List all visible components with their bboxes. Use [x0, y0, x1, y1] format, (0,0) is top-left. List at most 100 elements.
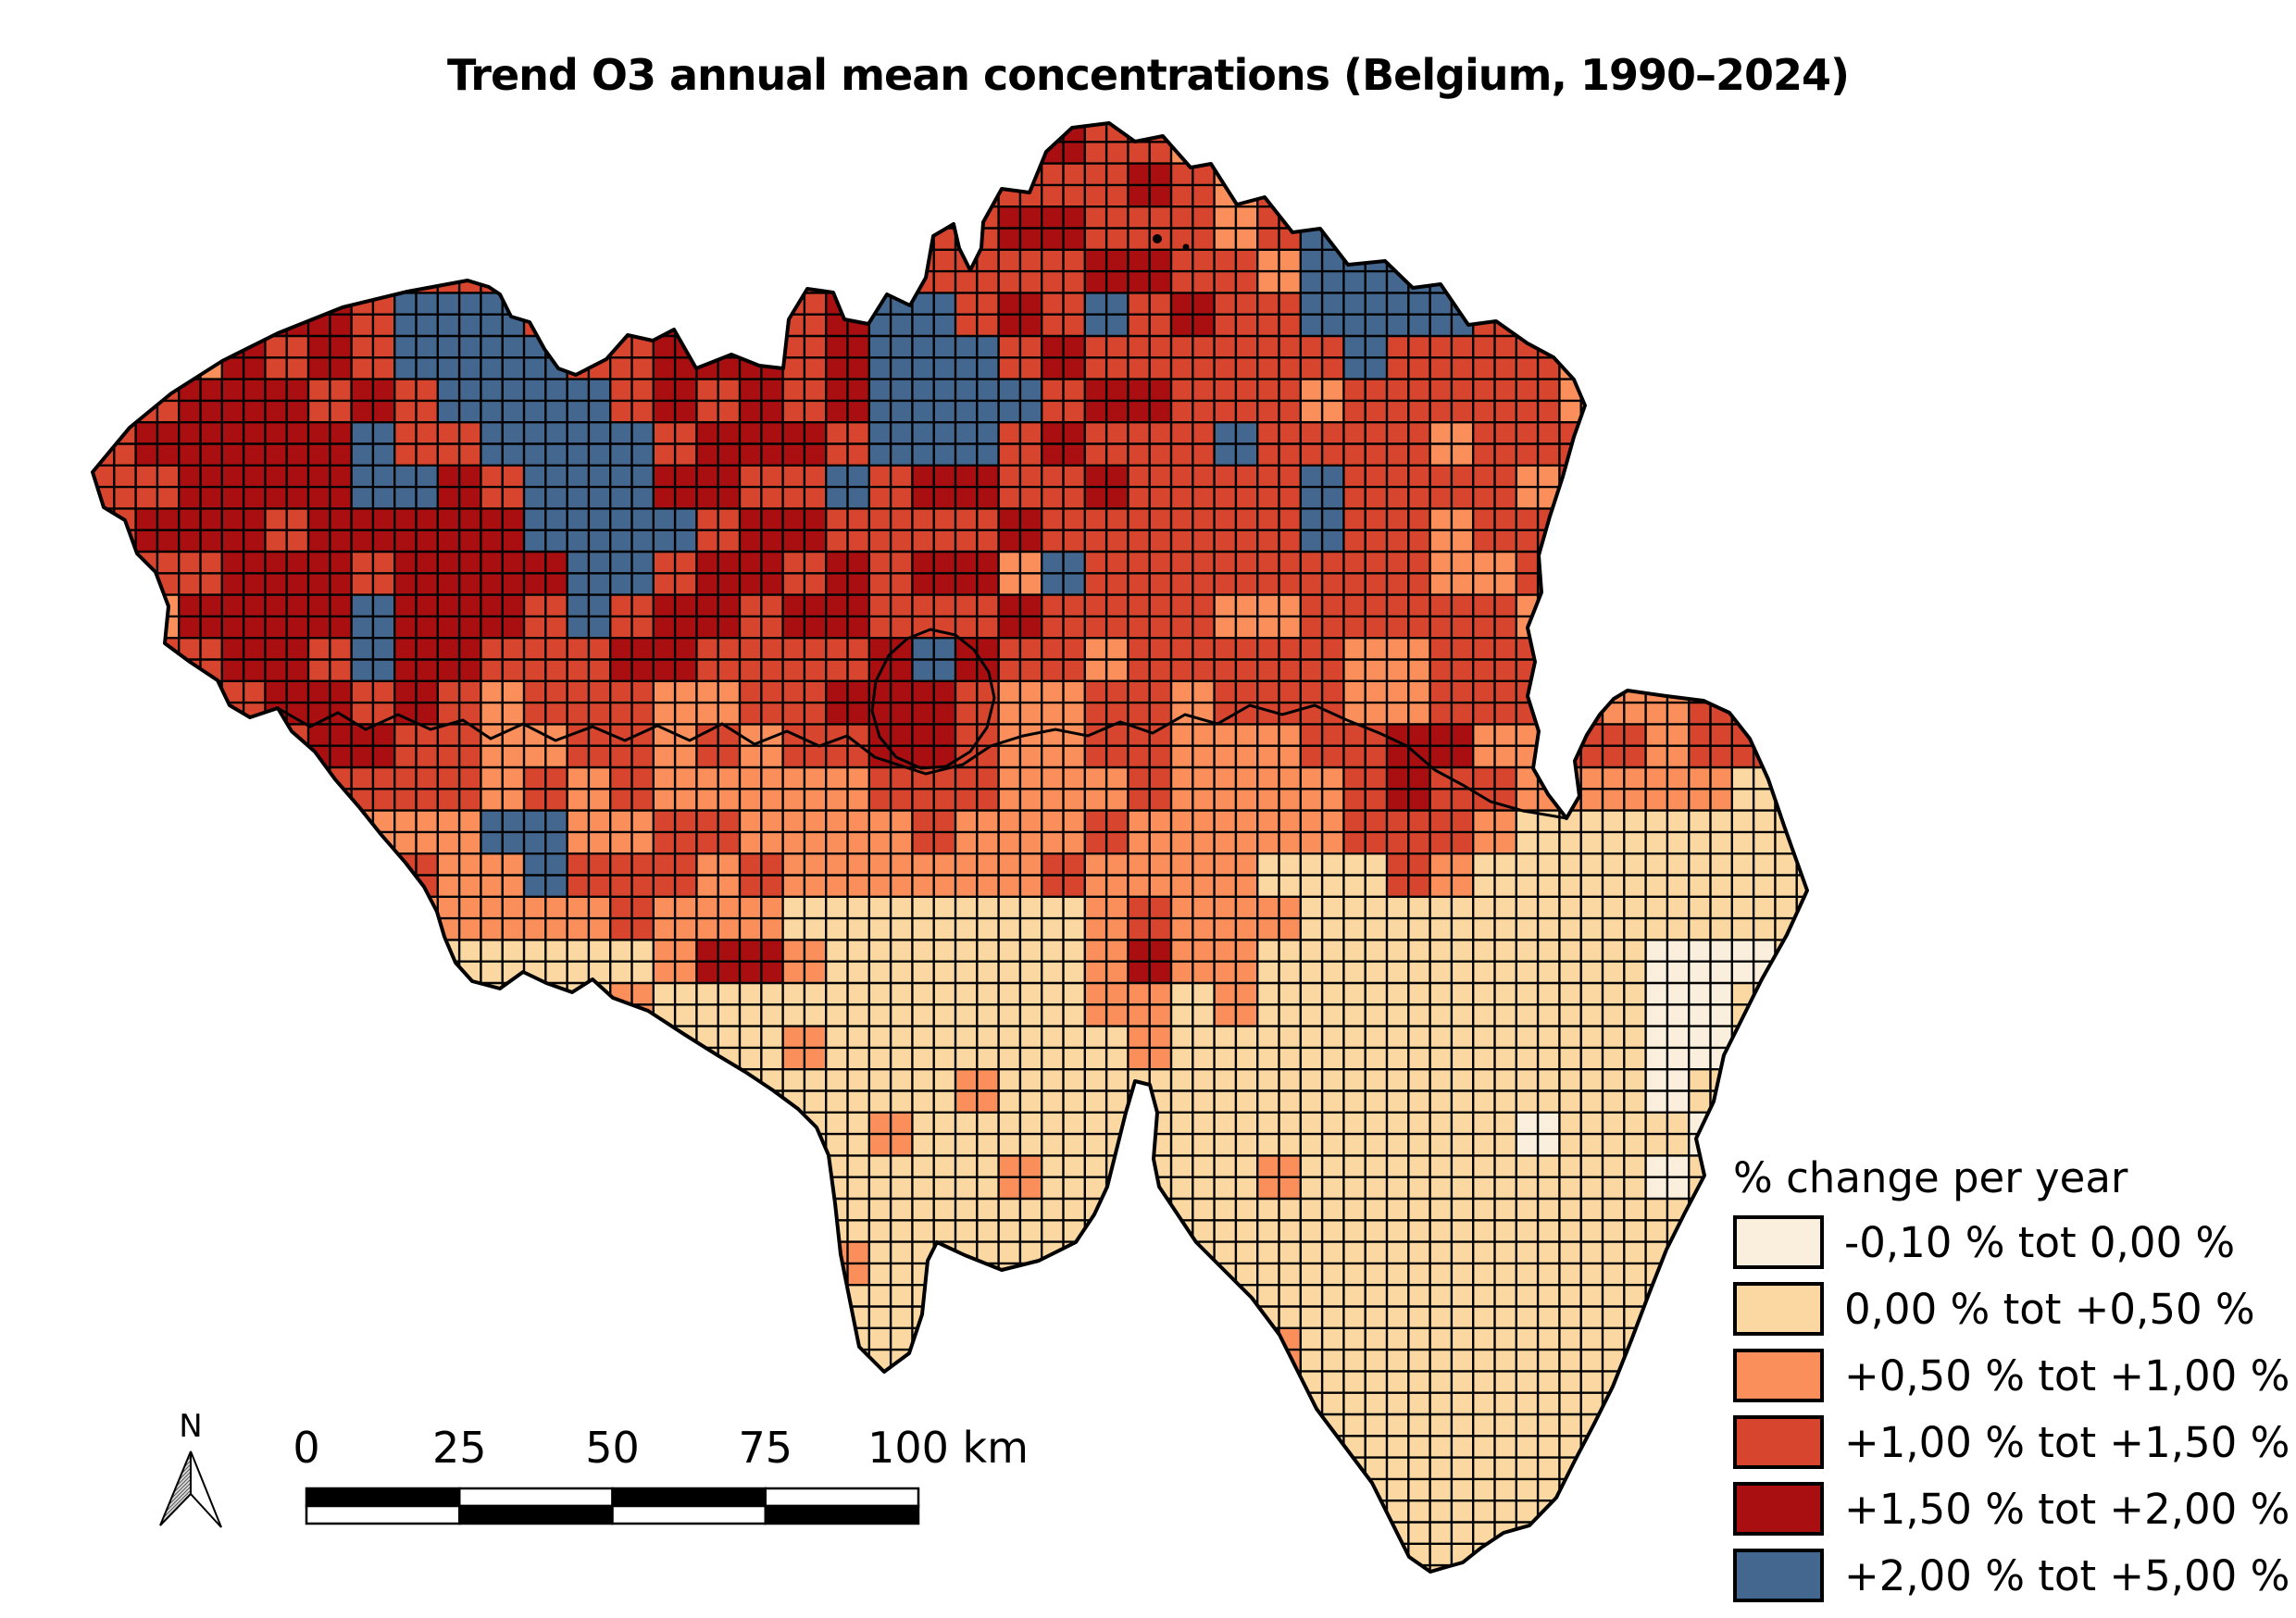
- grid-cell: [567, 163, 611, 207]
- grid-cell: [1775, 465, 1807, 509]
- grid-cell: [179, 1112, 222, 1156]
- grid-cell: [567, 206, 611, 250]
- grid-cell: [93, 594, 136, 639]
- grid-cell: [1645, 1414, 1690, 1458]
- grid-cell: [826, 163, 869, 207]
- scalebar-label: 25: [432, 1423, 487, 1473]
- grid-cell: [1818, 164, 1862, 207]
- grid-cell: [696, 1112, 740, 1156]
- grid-cell: [221, 1371, 266, 1414]
- grid-cell: [610, 1241, 654, 1286]
- grid-cell: [826, 249, 869, 293]
- grid-cell: [696, 1155, 740, 1199]
- grid-cell: [1084, 1543, 1129, 1572]
- grid-cell: [265, 1069, 308, 1113]
- grid-cell: [1862, 724, 1905, 767]
- grid-cell: [437, 1327, 481, 1372]
- grid-cell: [1862, 336, 1905, 380]
- grid-cell: [93, 123, 136, 164]
- grid-cell: [1559, 123, 1603, 164]
- grid-cell: [1862, 811, 1905, 854]
- grid-cell: [351, 1327, 395, 1372]
- grid-cell: [1128, 1371, 1171, 1414]
- grid-cell: [1084, 1414, 1129, 1458]
- grid-cell: [1862, 681, 1905, 725]
- grid-cell: [1862, 897, 1905, 940]
- grid-cell: [394, 1155, 438, 1199]
- country-outline: [91, 121, 1809, 1574]
- grid-cell: [1128, 1543, 1171, 1572]
- grid-cell: [1300, 1543, 1344, 1572]
- grid-cell: [1429, 123, 1474, 164]
- grid-cell: [696, 1241, 740, 1286]
- grid-cell: [351, 1199, 395, 1242]
- grid-cell: [394, 1112, 438, 1156]
- grid-cell: [1818, 1027, 1862, 1070]
- scalebar-segment: [611, 1487, 767, 1508]
- grid-cell: [1689, 1414, 1732, 1458]
- grid-cell: [179, 163, 222, 207]
- grid-cell: [221, 940, 266, 983]
- grid-cell: [1257, 1371, 1301, 1414]
- grid-cell: [524, 1327, 568, 1372]
- grid-cell: [1818, 724, 1862, 767]
- grid-cell: [93, 552, 136, 595]
- grid-cell: [1731, 1112, 1776, 1156]
- grid-cell: [480, 1327, 524, 1372]
- grid-cell: [610, 123, 654, 164]
- grid-cell: [179, 810, 222, 854]
- grid-cell: [1387, 206, 1430, 250]
- grid-cell: [1862, 853, 1905, 897]
- grid-cell: [1818, 466, 1862, 509]
- grid-cell: [351, 853, 395, 897]
- grid-cell: [1862, 983, 1905, 1027]
- grid-cell: [93, 638, 136, 681]
- grid-cell: [524, 1543, 568, 1572]
- grid-cell: [1818, 681, 1862, 725]
- grid-cell: [135, 853, 180, 897]
- grid-cell: [782, 163, 827, 207]
- grid-cell: [1084, 1285, 1129, 1328]
- grid-cell: [1775, 123, 1807, 164]
- grid-cell: [696, 1285, 740, 1328]
- grid-cell: [1731, 163, 1776, 207]
- grid-cell: [394, 940, 438, 983]
- legend-label: +1,00 % tot +1,50 %: [1844, 1417, 2290, 1467]
- grid-cell: [1603, 1414, 1646, 1458]
- grid-cell: [740, 163, 783, 207]
- grid-cell: [524, 292, 568, 336]
- grid-cell: [1818, 811, 1862, 854]
- grid-cell: [653, 1327, 697, 1372]
- grid-cell: [1516, 206, 1560, 250]
- grid-cell: [351, 206, 395, 250]
- grid-cell: [394, 123, 438, 164]
- grid-cell: [351, 1414, 395, 1458]
- grid-cell: [308, 853, 352, 897]
- legend-label: +1,50 % tot +2,00 %: [1844, 1484, 2290, 1534]
- grid-cell: [437, 206, 481, 250]
- grid-cell: [740, 1327, 783, 1372]
- grid-cell: [1257, 1414, 1301, 1458]
- grid-cell: [696, 1327, 740, 1372]
- grid-cell: [1689, 336, 1732, 380]
- grid-cell: [221, 163, 266, 207]
- grid-cell: [696, 163, 740, 207]
- grid-cell: [394, 206, 438, 250]
- grid-cell: [135, 292, 180, 336]
- grid-cell: [221, 249, 266, 293]
- grid-cell: [308, 1327, 352, 1372]
- grid-cell: [1731, 594, 1776, 639]
- grid-cell: [696, 1371, 740, 1414]
- grid-cell: [782, 1543, 827, 1572]
- grid-cell: [1862, 767, 1905, 811]
- grid-cell: [567, 1327, 611, 1372]
- grid-cell: [1559, 292, 1603, 336]
- grid-cell: [826, 1414, 869, 1458]
- grid-cell: [135, 767, 180, 811]
- grid-cell: [93, 1457, 136, 1501]
- legend-label: +0,50 % tot +1,00 %: [1844, 1350, 2290, 1400]
- grid-cell: [653, 1155, 697, 1199]
- grid-cell: [610, 292, 654, 336]
- grid-cell: [308, 1199, 352, 1242]
- grid-cell: [826, 123, 869, 164]
